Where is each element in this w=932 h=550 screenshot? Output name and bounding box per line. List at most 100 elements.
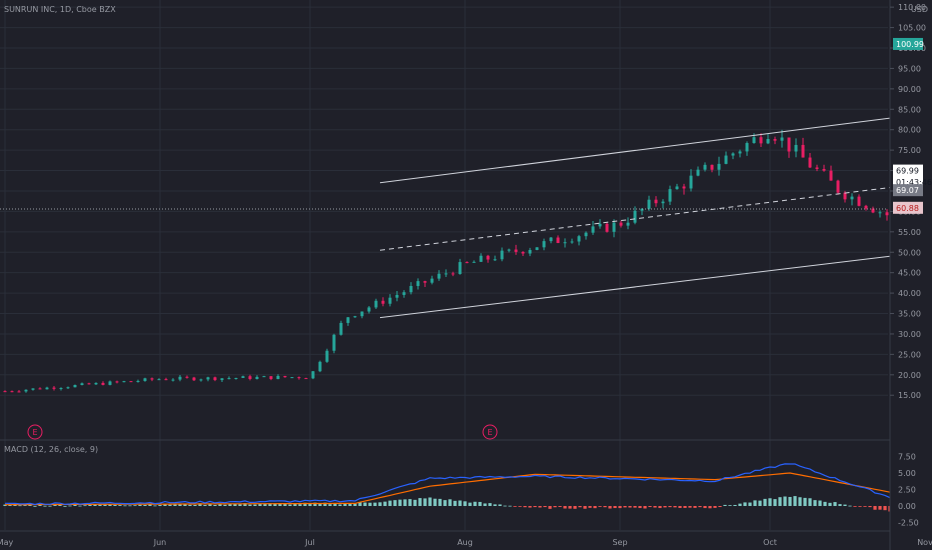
macd-histogram-bar (223, 504, 227, 506)
candle-body (220, 378, 224, 381)
candle-body (843, 192, 847, 200)
macd-histogram-bar (538, 506, 542, 508)
candle-body (122, 381, 126, 383)
macd-tick-label: 2.50 (898, 486, 916, 495)
candle-body (528, 249, 532, 254)
macd-histogram-bar (43, 505, 47, 507)
macd-histogram-bar (623, 506, 627, 508)
macd-histogram-bar (668, 506, 672, 508)
macd-histogram-bar (318, 503, 322, 506)
channel-line-upper[interactable] (379, 0, 932, 184)
macd-histogram-bar (828, 502, 832, 506)
candle-body (668, 189, 672, 202)
price-label-text: 60.88 (896, 204, 919, 213)
macd-histogram-bar (328, 504, 332, 506)
macd-histogram-bar (383, 501, 387, 506)
candle-body (150, 378, 154, 380)
macd-histogram-bar (28, 504, 32, 506)
macd-indicator-title[interactable]: MACD (12, 26, close, 9) (4, 445, 98, 454)
macd-histogram-bar (33, 505, 37, 507)
macd-scale[interactable]: 7.50 5.00 2.50 0.00 -2.50 (898, 453, 919, 528)
macd-histogram-bar (93, 504, 97, 506)
candle-body (549, 237, 553, 242)
price-tick-label: 75.00 (898, 146, 921, 155)
macd-histogram-bar (498, 504, 502, 506)
candle-body (878, 212, 882, 214)
macd-histogram-bar (323, 502, 327, 506)
macd-histogram-bar (688, 506, 692, 508)
candle-body (500, 250, 504, 260)
macd-histogram-bar (148, 504, 152, 506)
candle-body (472, 261, 476, 263)
earnings-markers[interactable]: EEEE (27, 424, 932, 440)
candle-body (591, 226, 595, 233)
macd-histogram-bar (23, 505, 27, 506)
symbol-title[interactable]: SUNRUN INC, 1D, Cboe BZX (4, 5, 116, 14)
candle-body (633, 210, 637, 223)
macd-histogram-bar (723, 504, 727, 506)
macd-histogram-bar (183, 503, 187, 506)
macd-histogram-bar (733, 504, 737, 506)
macd-histogram-bar (163, 503, 167, 506)
macd-histogram-bar (793, 496, 797, 506)
time-scale[interactable]: MayJunJulAugSepOctNovDec2021FebMarAprMay (0, 530, 932, 547)
macd-histogram-bar (208, 503, 212, 506)
macd-histogram-bar (338, 504, 342, 506)
macd-histogram-bar (803, 497, 807, 506)
macd-histogram-bar (493, 504, 497, 506)
channel-lines[interactable] (379, 0, 932, 319)
candle-body (171, 379, 175, 381)
price-scale[interactable]: USD115.00110.00105.00100.0095.0090.0085.… (889, 0, 932, 550)
price-label-text: 69.99 (896, 167, 919, 176)
price-tick-label: 90.00 (898, 85, 921, 94)
price-tick-label: 80.00 (898, 126, 921, 135)
macd-histogram-bar (868, 506, 872, 508)
macd-histogram-bar (408, 499, 412, 506)
candle-body (94, 382, 98, 385)
macd-histogram-bar (573, 506, 577, 509)
macd-tick-label: 0.00 (898, 502, 916, 511)
macd-histogram-bar (848, 505, 852, 507)
candle-body (45, 387, 49, 390)
macd-histogram-bar (443, 500, 447, 506)
macd-histogram-bar (243, 503, 247, 506)
candle-body (507, 249, 511, 251)
candle-body (465, 262, 469, 264)
candle-body (675, 186, 679, 190)
macd-histogram-bar (683, 506, 687, 508)
macd-histogram-bar (303, 502, 307, 506)
macd-histogram-bar (438, 498, 442, 506)
macd-histogram-bar (133, 505, 137, 507)
candle-body (787, 137, 791, 152)
macd-histogram-bar (783, 496, 787, 506)
earnings-marker[interactable] (482, 424, 498, 440)
macd-histogram-bar (718, 506, 722, 508)
candle-body (66, 387, 70, 389)
macd-histogram-bar (103, 504, 107, 506)
macd-histogram-bar (693, 506, 697, 508)
candle-body (773, 139, 777, 141)
candle-body (815, 167, 819, 169)
macd-histogram-bar (738, 503, 742, 506)
macd-histogram-bar (403, 499, 407, 506)
macd-histogram-bar (233, 503, 237, 506)
candle-body (409, 285, 413, 293)
macd-histogram-bar (173, 504, 177, 506)
channel-line-lower[interactable] (379, 132, 932, 319)
macd-histogram-bar (273, 503, 277, 506)
candle-body (542, 241, 546, 248)
candle-body (178, 376, 182, 380)
macd-histogram-bar (428, 497, 432, 506)
macd-histogram-bar (578, 506, 582, 508)
macd-signal-line (5, 472, 932, 506)
price-tick-label: 30.00 (898, 330, 921, 339)
candle-body (836, 180, 840, 193)
candle-body (248, 376, 252, 380)
candle-body (521, 251, 525, 254)
earnings-marker[interactable] (27, 424, 43, 440)
macd-histogram-bar (763, 498, 767, 506)
macd-histogram-bar (393, 500, 397, 506)
grid (0, 0, 926, 530)
candle-body (689, 175, 693, 189)
